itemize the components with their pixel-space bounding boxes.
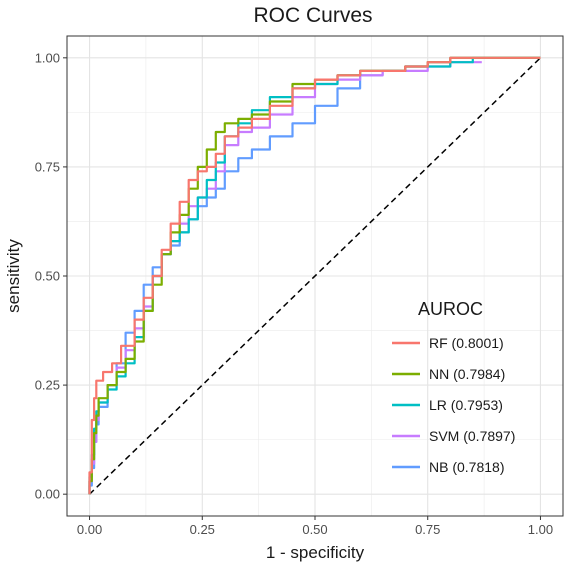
reference-diagonal: [89, 57, 541, 495]
y-tick-label: 1.00: [35, 50, 60, 65]
x-tick-label: 0.00: [77, 522, 102, 537]
x-axis-title: 1 - specificity: [266, 543, 365, 562]
y-tick-label: 0.25: [35, 378, 60, 393]
y-tick-label: 0.00: [35, 487, 60, 502]
y-tick-label: 0.50: [35, 269, 60, 284]
plot-area: 0.00 0.25 0.50 0.75 1.00 0.00 0.25 0.50 0.75 1.00: [35, 35, 564, 537]
legend-label-nb: NB (0.7818): [429, 459, 504, 475]
x-tick-label: 1.00: [528, 522, 553, 537]
x-tick-label: 0.25: [190, 522, 215, 537]
roc-curve-rf: [88, 56, 541, 495]
x-tick-label: 0.75: [415, 522, 440, 537]
legend: AUROC RF (0.8001) NN (0.7984) LR (0.7953) S…: [392, 299, 515, 475]
legend-label-svm: SVM (0.7897): [429, 428, 515, 444]
legend-title: AUROC: [418, 299, 483, 319]
legend-label-rf: RF (0.8001): [429, 335, 504, 351]
legend-label-lr: LR (0.7953): [429, 397, 503, 413]
y-tick-label: 0.75: [35, 159, 60, 174]
legend-label-nn: NN (0.7984): [429, 366, 505, 382]
x-tick-label: 0.50: [302, 522, 327, 537]
chart-title: ROC Curves: [253, 4, 372, 27]
y-axis-title: sensitivity: [4, 239, 23, 313]
